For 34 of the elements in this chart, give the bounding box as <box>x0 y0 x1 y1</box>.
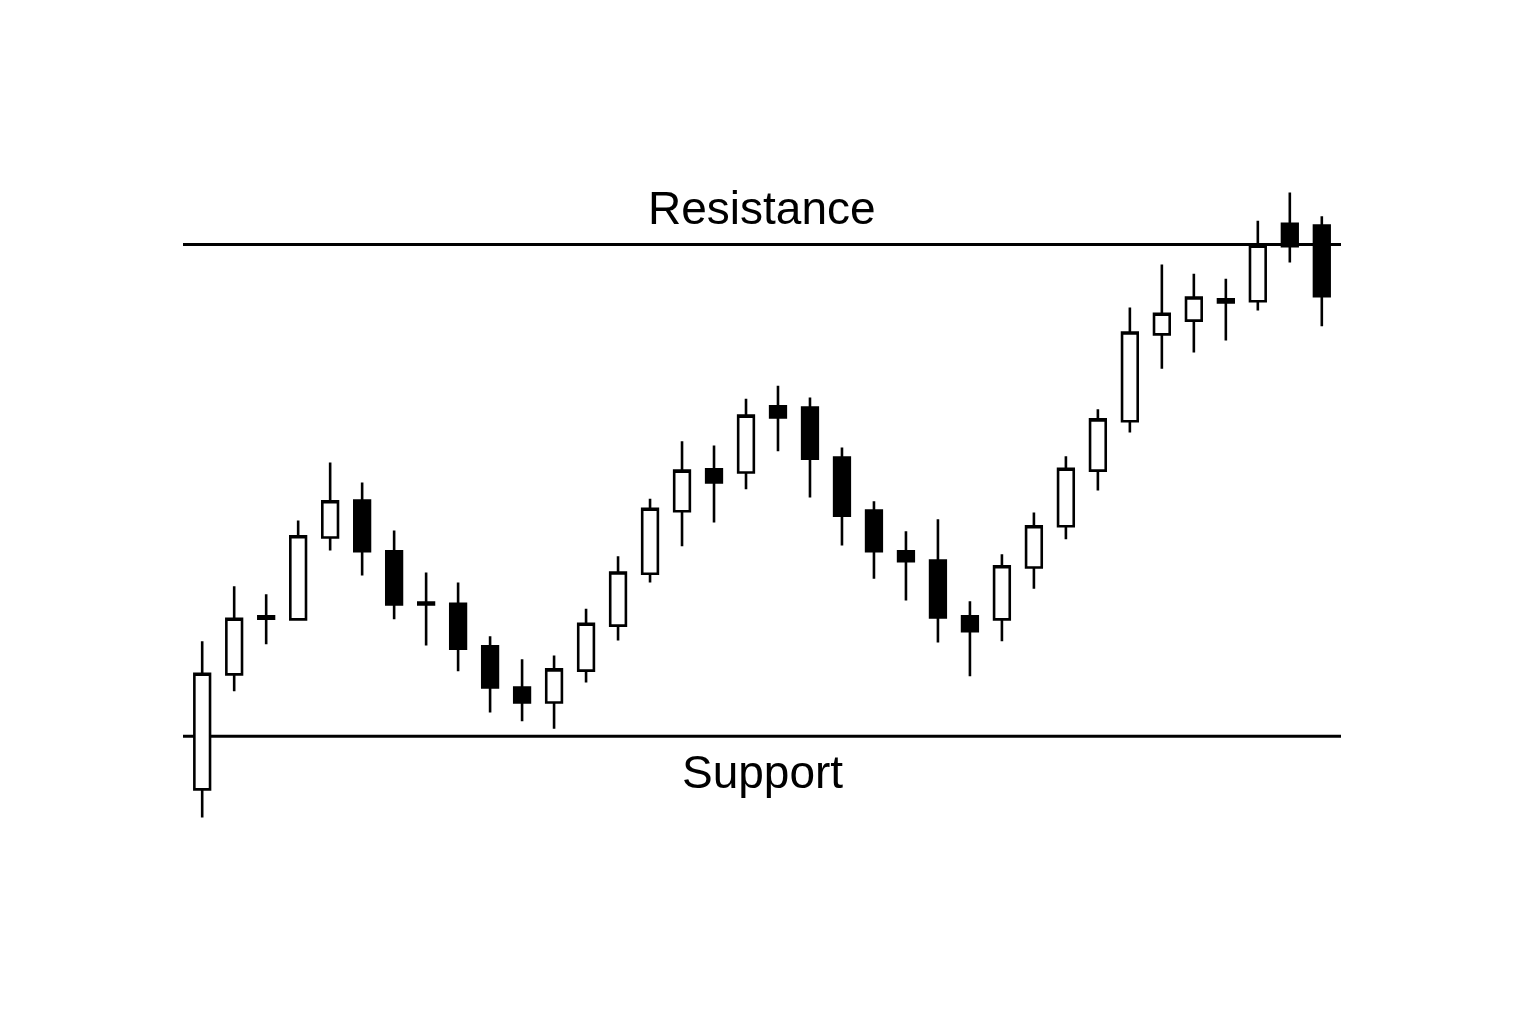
candlestick <box>768 384 788 453</box>
candlestick <box>416 571 436 647</box>
candlestick <box>353 481 372 577</box>
candlestick <box>928 518 948 644</box>
candlestick <box>1024 511 1044 591</box>
candlestick <box>480 634 500 714</box>
candlestick <box>992 553 1012 643</box>
candlestick <box>448 581 468 673</box>
candlestick <box>736 397 756 491</box>
candlestick <box>1056 454 1076 541</box>
ref-line-label: Resistance <box>648 182 876 234</box>
candlestick <box>576 607 596 684</box>
candlestick <box>257 593 276 646</box>
candlestick <box>672 439 692 548</box>
candlestick <box>640 497 660 584</box>
candlestick <box>225 584 244 693</box>
candlestick <box>832 446 852 547</box>
candlestick <box>1184 272 1203 354</box>
candlestick <box>384 529 404 621</box>
candlestick <box>896 529 916 602</box>
candlestick <box>800 396 820 499</box>
candlestick <box>864 499 884 581</box>
ref-line-label: Support <box>682 746 844 798</box>
candlestick <box>1120 306 1140 434</box>
candlestick <box>544 654 564 731</box>
candlestick <box>321 461 340 552</box>
candlestick <box>960 599 980 678</box>
candlestick <box>1216 277 1235 342</box>
candlestick <box>512 658 532 723</box>
candlestick <box>1088 408 1108 492</box>
candlestick <box>289 519 308 621</box>
candlestick <box>1152 263 1171 371</box>
candlestick <box>608 554 628 642</box>
candlestick <box>704 444 724 524</box>
